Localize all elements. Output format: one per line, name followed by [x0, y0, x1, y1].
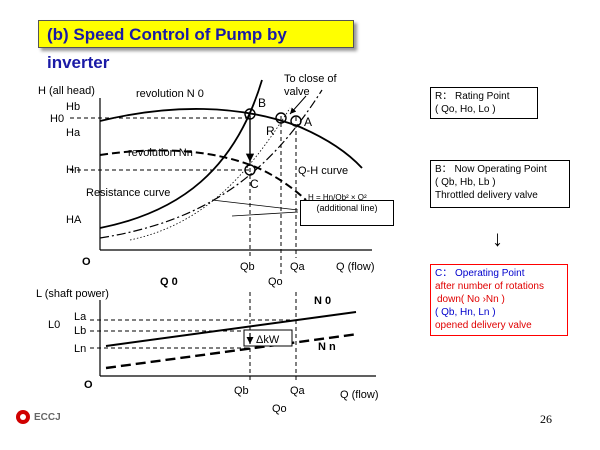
- tick-la: La: [74, 311, 87, 323]
- label-close-valve-1: To close of: [284, 73, 338, 85]
- operating-c-desc: opened delivery valve: [435, 320, 532, 331]
- top-tick-qo: Qo: [268, 276, 283, 288]
- operating-c-coords: ( Qb, Hn, Ln ): [435, 307, 496, 318]
- point-r-label: R: [266, 124, 275, 138]
- top-y-axis-label: H (all head): [38, 85, 95, 97]
- rating-point-coords: ( Qo, Ho, Lo ): [435, 104, 496, 115]
- dkw-label: ΔkW: [256, 334, 280, 346]
- additional-pointer-1: [211, 199, 299, 211]
- point-r-marker: [275, 112, 287, 124]
- point-a-marker: [290, 115, 302, 127]
- qh-curve-nn: [99, 149, 307, 201]
- label-nn-power: N n: [318, 341, 336, 353]
- tick-hb: Hb: [66, 101, 80, 113]
- label-formula: H = Hn/Qb² × Q²: [308, 193, 367, 202]
- point-b-label: B: [258, 96, 266, 110]
- bottom-x-axis-label: Q (flow): [340, 389, 379, 401]
- power-curve-nn: [105, 332, 359, 370]
- top-tick-qa: Qa: [290, 261, 306, 273]
- tick-ha-low: HA: [66, 214, 82, 226]
- bottom-origin-label: O: [84, 379, 93, 391]
- operating-c-title: C： Operating Point: [435, 268, 525, 279]
- point-a-label: A: [304, 115, 312, 129]
- eccj-logo-icon: [16, 410, 30, 424]
- rating-point-box: R： Rating Point ( Qo, Ho, Lo ): [430, 87, 538, 119]
- resistance-curve: [99, 79, 263, 229]
- label-n0-power: N 0: [314, 295, 331, 307]
- slide-title: (b) Speed Control of Pump by inverter: [38, 20, 354, 72]
- point-c-label: C: [250, 177, 259, 191]
- top-x-axis-label: Q (flow): [336, 261, 375, 273]
- label-qh-curve: Q-H curve: [298, 165, 348, 177]
- additional-line-box: (additional line): [300, 200, 394, 226]
- point-b-marker: [244, 108, 256, 120]
- down-arrow-icon: ↓: [492, 226, 503, 251]
- tick-lb: Lb: [74, 325, 86, 337]
- tick-ha: Ha: [66, 127, 81, 139]
- label-revolution-nn: revolution Nn: [128, 147, 193, 159]
- q0-label: Q 0: [160, 276, 178, 288]
- eccj-logo-text: ECCJ: [34, 411, 61, 423]
- additional-line-label: (additional line): [316, 203, 378, 213]
- bottom-y-axis-label: L (shaft power): [36, 288, 109, 300]
- label-resistance-curve: Resistance curve: [86, 187, 170, 199]
- additional-pointer-2: [231, 211, 299, 217]
- tick-ln: Ln: [74, 343, 86, 355]
- now-operating-title: B： Now Operating Point: [435, 164, 547, 175]
- bottom-tick-qo: Qo: [272, 403, 287, 415]
- power-curve-n0: [105, 311, 357, 347]
- bottom-tick-qb: Qb: [234, 385, 249, 397]
- tick-l0: L0: [48, 319, 60, 331]
- now-operating-desc: Throttled delivery valve: [435, 190, 538, 201]
- dkw-box: [243, 329, 293, 347]
- tick-hn: Hn: [66, 164, 80, 176]
- rating-point-title: R： Rating Point: [435, 91, 510, 102]
- now-operating-point-box: B： Now Operating Point ( Qb, Hb, Lb ) Th…: [430, 160, 570, 208]
- label-close-valve-2: valve: [284, 86, 310, 98]
- label-revolution-n0: revolution N 0: [136, 88, 204, 100]
- page-number: 26: [540, 412, 552, 426]
- eccj-logo: ECCJ: [16, 410, 61, 424]
- operating-c-line3: down( No ›Nn ): [437, 294, 505, 305]
- top-tick-qb: Qb: [240, 261, 255, 273]
- operating-c-line2: after number of rotations: [435, 281, 544, 292]
- top-origin-label: O: [82, 256, 91, 268]
- open-resistance-curve: [99, 89, 323, 239]
- tick-h0: H0: [50, 113, 64, 125]
- now-operating-coords: ( Qb, Hb, Lb ): [435, 177, 496, 188]
- point-c-marker: [244, 164, 256, 176]
- close-valve-arrow: [289, 95, 307, 115]
- bottom-tick-qa: Qa: [290, 385, 306, 397]
- additional-line: [129, 107, 291, 241]
- operating-point-c-box: C： Operating Point after number of rotat…: [430, 264, 568, 336]
